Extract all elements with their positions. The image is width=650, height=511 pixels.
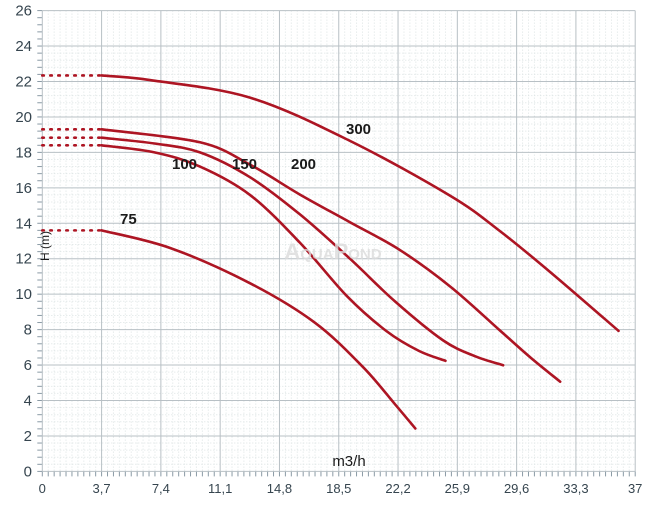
svg-text:26: 26	[15, 3, 32, 20]
svg-text:H (m): H (m)	[38, 231, 52, 261]
svg-text:300: 300	[346, 121, 371, 138]
svg-text:6: 6	[24, 357, 32, 374]
svg-text:3,7: 3,7	[93, 481, 111, 496]
svg-text:20: 20	[15, 109, 32, 126]
svg-text:75: 75	[120, 211, 137, 228]
svg-text:22,2: 22,2	[385, 481, 410, 496]
svg-text:24: 24	[15, 38, 32, 55]
svg-text:10: 10	[15, 286, 32, 303]
svg-text:AquaPond: AquaPond	[284, 239, 381, 264]
svg-text:4: 4	[24, 393, 32, 410]
svg-text:150: 150	[232, 156, 257, 173]
svg-text:14: 14	[15, 215, 32, 232]
svg-text:0: 0	[24, 463, 32, 480]
svg-text:37: 37	[628, 481, 642, 496]
svg-text:11,1: 11,1	[208, 481, 232, 496]
svg-text:29,6: 29,6	[504, 481, 529, 496]
svg-text:0: 0	[39, 481, 46, 496]
svg-text:25,9: 25,9	[445, 481, 470, 496]
svg-text:18: 18	[15, 144, 32, 161]
svg-text:22: 22	[15, 73, 32, 90]
svg-text:18,5: 18,5	[326, 481, 351, 496]
svg-text:16: 16	[15, 180, 32, 197]
svg-text:33,3: 33,3	[563, 481, 588, 496]
svg-text:8: 8	[24, 322, 32, 339]
svg-text:m3/h: m3/h	[332, 453, 365, 470]
svg-text:7,4: 7,4	[152, 481, 170, 496]
svg-text:100: 100	[172, 156, 197, 173]
svg-text:12: 12	[15, 251, 32, 268]
svg-text:14,8: 14,8	[267, 481, 292, 496]
svg-text:2: 2	[24, 428, 32, 445]
svg-text:200: 200	[291, 156, 316, 173]
